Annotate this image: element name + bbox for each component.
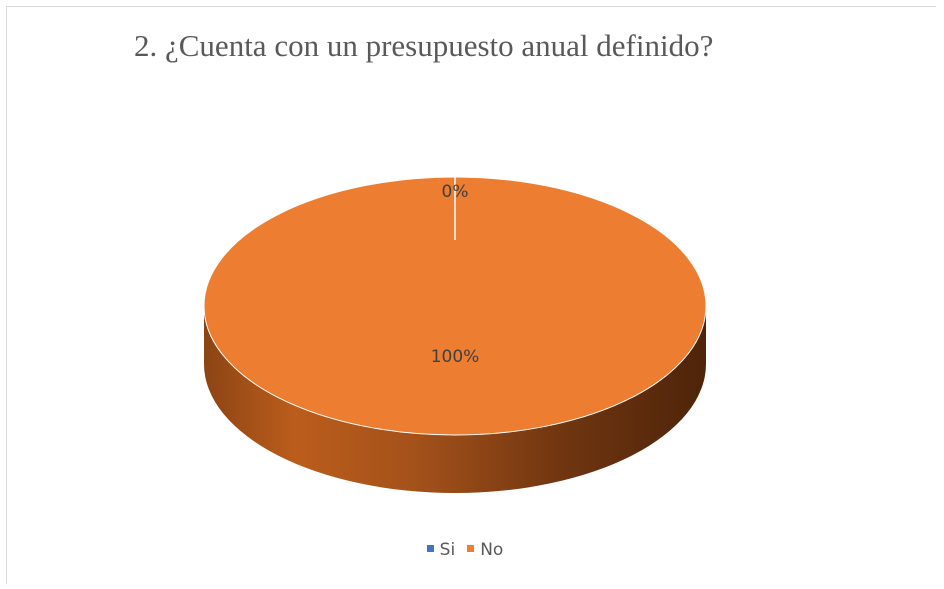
data-label-si: 0% bbox=[442, 182, 469, 202]
chart-frame bbox=[6, 6, 936, 584]
legend-swatch-no bbox=[467, 544, 475, 552]
chart-title: 2. ¿Cuenta con un presupuesto anual defi… bbox=[134, 28, 714, 63]
pie-slices bbox=[203, 176, 707, 493]
legend-label-si: Si bbox=[439, 540, 456, 560]
pie-data-labels: 0% 100% bbox=[431, 182, 480, 367]
legend-label-no: No bbox=[480, 540, 504, 560]
legend-item-no: No bbox=[467, 540, 503, 560]
pie-side-wall bbox=[204, 306, 706, 493]
legend: Si No bbox=[0, 540, 930, 560]
legend-item-si: Si bbox=[426, 540, 456, 560]
legend-swatch-si bbox=[426, 544, 434, 552]
data-label-no: 100% bbox=[431, 347, 480, 367]
